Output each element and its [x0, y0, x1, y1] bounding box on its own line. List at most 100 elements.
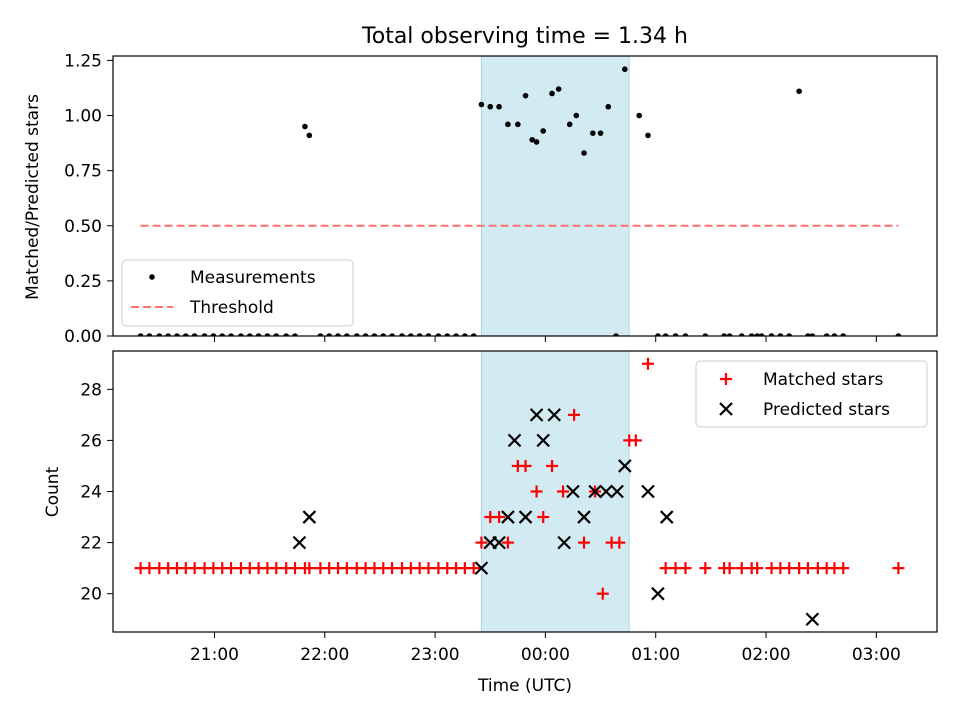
- measurement-point: [470, 333, 477, 336]
- measurement-point: [264, 333, 271, 336]
- measurement-point: [255, 333, 262, 336]
- measurement-point: [622, 66, 628, 73]
- bottom-y-tick-label: 22: [80, 534, 102, 554]
- matched-star-marker: [493, 511, 506, 524]
- measurement-point: [895, 333, 902, 336]
- measurement-point: [590, 130, 596, 136]
- top-y-tick-label: 0.75: [64, 162, 102, 182]
- predicted-star-marker: [518, 510, 533, 524]
- measurement-point: [219, 333, 226, 336]
- measurement-point: [533, 139, 540, 145]
- measurement-point: [399, 333, 405, 336]
- matched-star-marker: [501, 536, 514, 549]
- measurement-point: [344, 333, 350, 336]
- measurement-point: [435, 333, 442, 336]
- measurement-point: [283, 333, 289, 336]
- bottom-x-tick-label: 21:00: [190, 645, 239, 665]
- measurement-point: [726, 333, 733, 336]
- bottom-x-tick-label: 02:00: [742, 645, 791, 665]
- matched-star-marker: [751, 562, 764, 575]
- measurement-point: [655, 333, 661, 336]
- measurement-point: [682, 333, 689, 336]
- predicted-star-marker: [474, 561, 489, 575]
- predicted-star-marker: [492, 535, 506, 550]
- matched-star-marker: [519, 459, 532, 472]
- matched-star-marker: [557, 485, 570, 498]
- predicted-star-marker: [529, 408, 544, 422]
- measurement-point: [389, 333, 395, 336]
- measurement-point: [823, 333, 830, 336]
- matched-star-marker: [629, 434, 642, 447]
- measurement-point: [786, 333, 792, 336]
- predicted-star-marker: [659, 510, 674, 524]
- bottom-legend-box: [695, 360, 928, 428]
- predicted-star-marker: [588, 484, 602, 499]
- measurement-point: [408, 333, 414, 336]
- bottom-x-tick-label: 23:00: [411, 645, 460, 665]
- measurement-point: [605, 103, 612, 110]
- measurement-point: [335, 333, 341, 336]
- predicted-star-marker: [641, 484, 655, 499]
- predicted-star-marker: [292, 535, 307, 550]
- bottom-x-tick-label: 22:00: [300, 645, 349, 665]
- measurement-point: [777, 333, 784, 336]
- matched-star-marker: [467, 562, 480, 575]
- bottom-y-tick-label: 24: [80, 483, 102, 503]
- bottom-x-tick-label: 01:00: [631, 645, 680, 665]
- measurement-point: [672, 333, 679, 336]
- measurement-point: [645, 132, 651, 139]
- measurement-point: [174, 333, 180, 336]
- measurement-point: [496, 103, 502, 110]
- predicted-star-marker: [501, 510, 515, 524]
- measurement-point: [487, 103, 494, 110]
- measurement-point: [306, 132, 313, 139]
- top-y-axis-label: Matched/Predicted stars: [23, 94, 43, 300]
- measurement-point: [478, 101, 485, 108]
- measurement-point: [326, 333, 333, 336]
- measurement-point: [831, 333, 838, 336]
- measurement-point: [738, 333, 745, 336]
- measurement-point: [210, 333, 217, 336]
- measurement-point: [573, 112, 580, 119]
- legend-matched-label: Matched stars: [763, 370, 883, 390]
- top-y-tick-label: 0.00: [64, 327, 102, 347]
- measurement-point: [273, 333, 280, 336]
- legend-plus-glyph: [720, 373, 732, 385]
- measurement-point: [721, 333, 727, 336]
- predicted-star-marker: [547, 408, 562, 422]
- measurement-point: [453, 333, 459, 336]
- legend-measurements-marker: [149, 274, 155, 280]
- x-axis-label: Time (UTC): [477, 676, 572, 696]
- predicted-star-marker: [610, 484, 624, 499]
- top-observing-window: [480, 55, 630, 337]
- measurement-point: [566, 121, 573, 128]
- legend-predicted-label: Predicted stars: [763, 400, 890, 420]
- predicted-star-marker: [651, 586, 665, 601]
- measurement-point: [529, 136, 535, 143]
- bottom-panel: 20 22 24 26 28 21:00 22:00 23:00 00:00 01:00 02:00…: [80, 350, 938, 665]
- bottom-y-tick-label: 28: [80, 380, 102, 400]
- matched-star-marker: [723, 562, 736, 575]
- measurement-point: [515, 121, 521, 128]
- measurement-point: [758, 333, 765, 336]
- matched-star-marker: [530, 485, 543, 498]
- legend-cross-glyph: [719, 402, 733, 416]
- matched-star-marker: [303, 562, 316, 575]
- measurement-point: [165, 333, 171, 336]
- measurement-point: [522, 92, 529, 99]
- bottom-x-tick-label: 03:00: [852, 645, 901, 665]
- top-legend-box: [121, 259, 354, 327]
- measurement-point: [371, 333, 378, 336]
- measurement-point: [555, 86, 562, 92]
- measurement-point: [238, 333, 244, 336]
- measurement-point: [754, 333, 760, 336]
- measurement-point: [317, 333, 324, 336]
- measurement-point: [416, 333, 423, 336]
- measurement-point: [156, 333, 163, 336]
- top-y-tick-label: 1.00: [64, 107, 102, 127]
- legend-measurements-label: Measurements: [190, 268, 316, 288]
- matched-star-marker: [613, 536, 626, 549]
- measurement-point: [540, 128, 547, 134]
